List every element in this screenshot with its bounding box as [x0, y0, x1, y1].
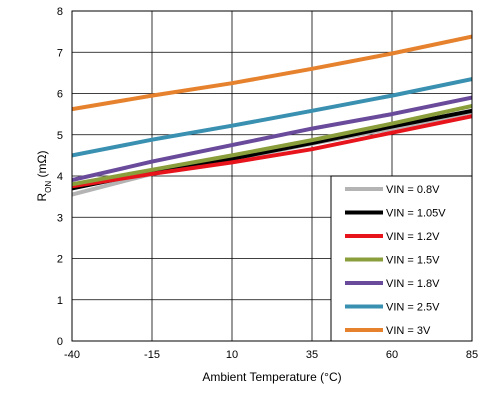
series-line [72, 114, 472, 189]
legend-label: VIN = 1.05V [386, 208, 446, 220]
legend-label: VIN = 3V [386, 325, 431, 337]
x-tick-label: -40 [64, 349, 80, 361]
y-tick-label: 8 [57, 6, 63, 18]
y-axis-title: RON (mΩ) [35, 151, 53, 202]
x-tick-label: 10 [226, 349, 238, 361]
legend-label: VIN = 1.5V [386, 255, 440, 267]
y-tick-label: 6 [57, 89, 63, 101]
series-line [72, 34, 472, 112]
legend-label: VIN = 0.8V [386, 184, 440, 196]
series-line [72, 77, 472, 158]
y-tick-label: 1 [57, 295, 63, 307]
x-axis-title: Ambient Temperature (°C) [202, 370, 341, 384]
y-tick-label: 5 [57, 130, 63, 142]
series-line [72, 95, 472, 183]
x-tick-label: 60 [386, 349, 398, 361]
y-tick-label: 7 [57, 47, 63, 59]
series-line [72, 103, 472, 187]
y-axis-title-main: R [35, 192, 49, 201]
x-tick-label: 35 [306, 349, 318, 361]
y-tick-label: 2 [57, 254, 63, 266]
x-tick-label: -15 [144, 349, 160, 361]
x-tick-label: 85 [466, 349, 478, 361]
legend-label: VIN = 1.2V [386, 231, 440, 243]
y-axis-title-subscript: ON [44, 181, 53, 193]
tick-labels: -40 -15 10 35 60 85 0 1 2 3 4 5 6 7 8 [57, 6, 478, 361]
legend-label: VIN = 2.5V [386, 302, 440, 314]
y-tick-label: 4 [57, 171, 63, 183]
y-axis-title-unit: (mΩ) [35, 151, 49, 181]
legend: VIN = 0.8V VIN = 1.05V VIN = 1.2V VIN = 1.5… [330, 175, 473, 342]
y-tick-label: 3 [57, 212, 63, 224]
data-series [72, 34, 472, 197]
y-tick-label: 0 [57, 336, 63, 348]
legend-label: VIN = 1.8V [386, 278, 440, 290]
